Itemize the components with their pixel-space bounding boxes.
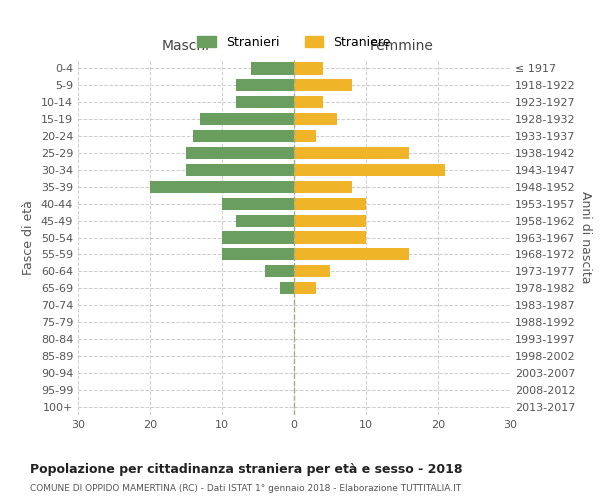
Bar	[200, 113, 294, 126]
Bar	[294, 282, 316, 294]
Bar	[294, 265, 330, 278]
Bar	[294, 164, 445, 176]
Y-axis label: Fasce di età: Fasce di età	[22, 200, 35, 275]
Bar	[294, 113, 337, 126]
Bar	[186, 147, 294, 159]
Bar	[222, 248, 294, 260]
Legend: Stranieri, Straniere: Stranieri, Straniere	[192, 30, 396, 54]
Bar	[280, 282, 294, 294]
Text: Maschi: Maschi	[162, 39, 210, 53]
Bar	[265, 265, 294, 278]
Text: COMUNE DI OPPIDO MAMERTINA (RC) - Dati ISTAT 1° gennaio 2018 - Elaborazione TUTT: COMUNE DI OPPIDO MAMERTINA (RC) - Dati I…	[30, 484, 461, 493]
Bar	[294, 198, 366, 210]
Bar	[193, 130, 294, 142]
Bar	[294, 147, 409, 159]
Bar	[294, 96, 323, 108]
Text: Popolazione per cittadinanza straniera per età e sesso - 2018: Popolazione per cittadinanza straniera p…	[30, 462, 463, 475]
Bar	[294, 232, 366, 243]
Bar	[251, 62, 294, 74]
Text: Femmine: Femmine	[370, 39, 434, 53]
Bar	[186, 164, 294, 176]
Y-axis label: Anni di nascita: Anni di nascita	[579, 191, 592, 284]
Bar	[294, 130, 316, 142]
Bar	[294, 80, 352, 92]
Bar	[294, 62, 323, 74]
Bar	[294, 214, 366, 226]
Bar	[236, 96, 294, 108]
Bar	[294, 180, 352, 193]
Bar	[222, 198, 294, 210]
Bar	[294, 248, 409, 260]
Bar	[222, 232, 294, 243]
Bar	[236, 80, 294, 92]
Bar	[236, 214, 294, 226]
Bar	[150, 180, 294, 193]
